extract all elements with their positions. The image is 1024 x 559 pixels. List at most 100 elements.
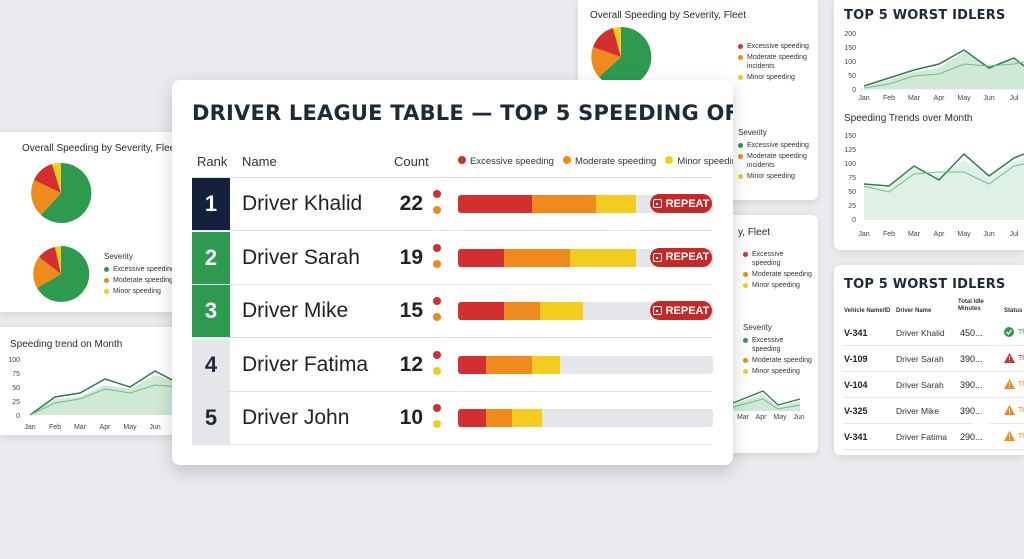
legend-excessive: Excessive speeding xyxy=(752,337,784,353)
bar-minor xyxy=(511,409,543,428)
xtick: Apr xyxy=(934,95,946,102)
table-row[interactable]: V-325 Driver Mike 390... Th xyxy=(844,397,1024,424)
severity-bar xyxy=(458,355,713,374)
league-row[interactable]: 3 Driver Mike 15 REPEAT xyxy=(192,285,713,339)
offense-count: 12 xyxy=(399,352,423,376)
xtick: Jun xyxy=(983,231,994,238)
warning-icon xyxy=(1004,379,1015,389)
xtick: Feb xyxy=(49,424,61,431)
speeding-trend-card: Speeding trend on Month 100 75 50 25 0 J… xyxy=(0,327,178,435)
severity-bar xyxy=(458,302,713,321)
mid-legend: Excessive speeding Moderate speeding Min… xyxy=(743,250,813,292)
legend-moderate: Moderate speeding incidents xyxy=(747,153,807,169)
idlers-chart-card: TOP 5 WORST IDLERS 200 150 100 50 0 Jan … xyxy=(834,0,1024,250)
driver-name: Driver Sarah xyxy=(896,354,944,364)
severity-dot xyxy=(433,350,441,359)
severity-dot xyxy=(433,366,441,375)
mid-card-title: y, Fleet xyxy=(738,227,771,238)
col-name: Name xyxy=(242,154,277,169)
idle-minutes: 450... xyxy=(960,328,983,338)
severity-legend: Severity Excessive speeding Moderate spe… xyxy=(104,252,175,298)
table-row[interactable]: V-341 Driver Khalid 450... Th xyxy=(844,319,1024,346)
xtick: Jul xyxy=(1010,95,1019,102)
xtick: Jul xyxy=(1010,231,1019,238)
idle-minutes: 390... xyxy=(960,406,983,416)
repeat-label: REPEAT xyxy=(665,304,710,317)
ytick: 200 xyxy=(844,31,856,38)
idle-minutes: 290... xyxy=(960,432,983,442)
xtick: Jan xyxy=(24,424,35,431)
xtick: May xyxy=(773,414,787,421)
col-status: Status xyxy=(1004,308,1023,314)
ytick: 150 xyxy=(844,133,856,140)
table-row[interactable]: V-104 Driver Sarah 390... Th xyxy=(844,371,1024,398)
legend-minor: Minor speeding xyxy=(677,156,733,167)
calendar-icon xyxy=(652,252,662,262)
severity-label: Severity xyxy=(104,252,133,261)
legend-moderate: Moderate speeding xyxy=(574,156,657,167)
legend-excessive: Excessive speeding xyxy=(752,251,784,267)
ytick: 25 xyxy=(12,399,20,406)
severity-label: Severity xyxy=(743,323,772,332)
idlers-table-card: TOP 5 WORST IDLERS Vehicle Name/ID Drive… xyxy=(834,265,1024,455)
driver-name: Driver John xyxy=(242,406,350,430)
top-legend: Excessive speeding Moderate speeding inc… xyxy=(738,42,810,84)
top-severity-pie xyxy=(591,26,652,87)
table-row[interactable]: V-109 Driver Sarah 390... Th xyxy=(844,345,1024,372)
offense-count: 10 xyxy=(399,406,423,430)
driver-name: Driver Sarah xyxy=(896,380,944,390)
severity-dot xyxy=(433,243,441,252)
legend-minor: Minor speeding xyxy=(747,173,795,180)
offense-count: 15 xyxy=(399,299,423,323)
fleet-severity-card: Overall Speeding by Severity, Fleet Seve… xyxy=(0,132,178,312)
ytick: 50 xyxy=(12,385,20,392)
vehicle-id: V-341 xyxy=(844,328,868,338)
league-row[interactable]: 5 Driver John 10 xyxy=(192,392,713,446)
ytick: 0 xyxy=(852,87,856,94)
ytick: 75 xyxy=(12,371,20,378)
repeat-badge[interactable]: REPEAT xyxy=(650,247,712,267)
severity-dot xyxy=(433,420,441,429)
ytick: 125 xyxy=(844,147,856,154)
calendar-icon xyxy=(652,306,662,316)
idle-minutes: 390... xyxy=(960,354,983,364)
league-row[interactable]: 1 Driver Khalid 22 REPEAT xyxy=(192,178,713,231)
bar-moderate xyxy=(486,409,512,428)
severity-dot xyxy=(433,259,441,268)
driver-name: Driver Fatima xyxy=(896,432,948,442)
league-row[interactable]: 2 Driver Sarah 19 REPEAT xyxy=(192,231,713,285)
legend-moderate: Moderate speeding xyxy=(113,277,173,284)
bar-excessive xyxy=(458,355,487,374)
repeat-label: REPEAT xyxy=(665,251,710,264)
xtick: Jun xyxy=(983,95,994,102)
idlers-trend-chart: 200 150 100 50 0 Jan Feb Mar Apr May Jun… xyxy=(844,31,1024,238)
repeat-badge[interactable]: REPEAT xyxy=(650,194,712,213)
status-text: Th xyxy=(1018,433,1024,440)
driver-league-table: DRIVER LEAGUE TABLE — TOP 5 SPEEDING OFF… xyxy=(172,80,733,465)
vehicle-id: V-109 xyxy=(844,354,868,364)
top-severity-legend: Severity Excessive speeding Moderate spe… xyxy=(738,128,810,183)
rank-badge: 1 xyxy=(192,178,230,230)
calendar-icon xyxy=(652,199,662,208)
league-row[interactable]: 4 Driver Fatima 12 xyxy=(192,338,713,392)
driver-name: Driver Khalid xyxy=(242,192,363,215)
legend-excessive: Excessive speeding xyxy=(113,266,175,273)
league-legend: Excessive speeding Moderate speeding Min… xyxy=(458,156,733,167)
offense-count: 22 xyxy=(399,192,423,215)
xtick: Jun xyxy=(149,424,160,431)
table-row[interactable]: V-341 Driver Fatima 290... Th xyxy=(844,423,1024,450)
xtick: Jun xyxy=(793,414,804,421)
xtick: Feb xyxy=(883,95,895,102)
xtick: Jan xyxy=(858,231,869,238)
bar-moderate xyxy=(486,355,532,374)
driver-name: Driver Mike xyxy=(242,299,349,323)
repeat-badge[interactable]: REPEAT xyxy=(650,301,712,321)
xtick: Feb xyxy=(883,231,895,238)
driver-name: Driver Sarah xyxy=(242,245,360,269)
col-count: Count xyxy=(394,154,429,169)
legend-moderate: Moderate speeding xyxy=(752,357,812,364)
xtick: May xyxy=(123,424,137,431)
bar-minor xyxy=(539,302,583,321)
legend-minor: Minor speeding xyxy=(752,282,800,289)
warning-icon xyxy=(1004,353,1015,363)
